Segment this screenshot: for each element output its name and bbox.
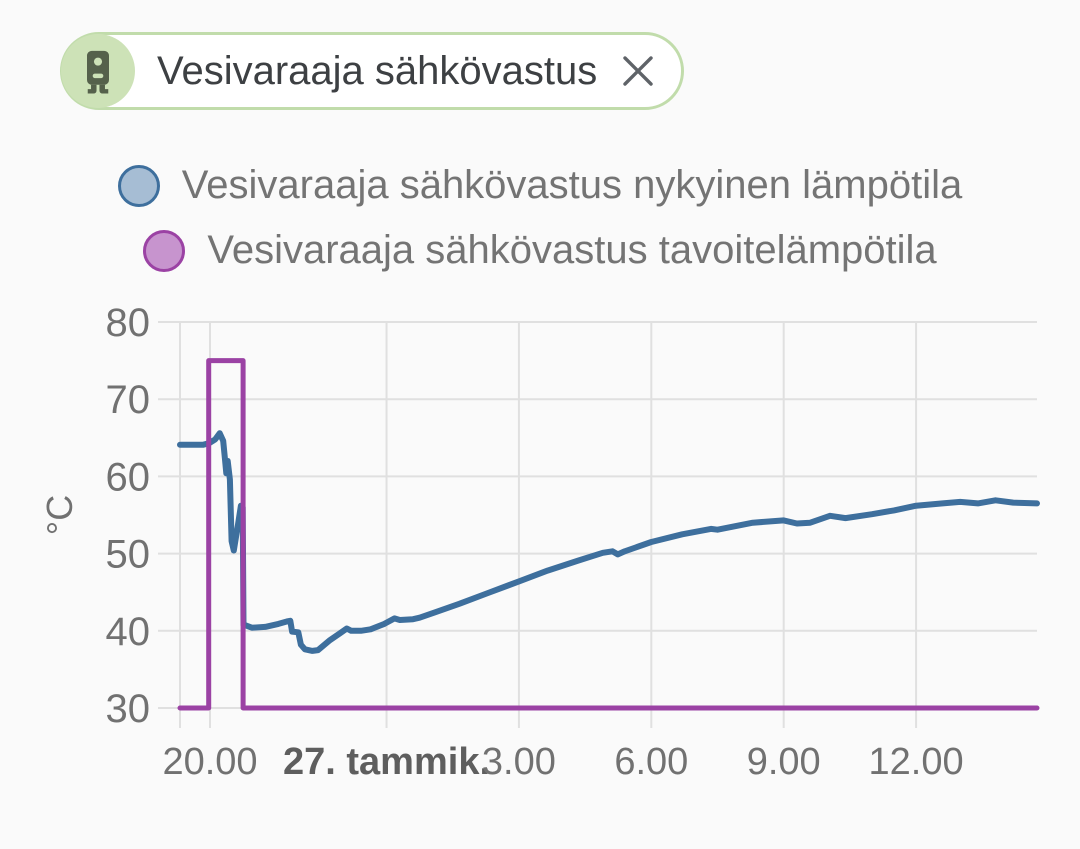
legend-label-current-temperature: Vesivaraaja sähkövastus nykyinen lämpöti… xyxy=(181,163,963,207)
entity-chip-label: Vesivaraaja sähkövastus xyxy=(157,48,598,93)
legend-item-target-temperature[interactable]: Vesivaraaja sähkövastus tavoitelämpötila xyxy=(143,228,937,273)
svg-text:6.00: 6.00 xyxy=(614,741,688,783)
svg-text:40: 40 xyxy=(106,610,151,654)
history-chart[interactable]: 80 70 60 50 40 30 20.00 27. tammik. 3.00 6.00 9.00… xyxy=(0,280,1080,849)
svg-text:70: 70 xyxy=(106,378,151,422)
legend-marker-current-temperature xyxy=(117,164,160,207)
svg-text:50: 50 xyxy=(106,533,151,577)
svg-text:°C: °C xyxy=(39,495,80,535)
svg-text:20.00: 20.00 xyxy=(162,741,257,783)
svg-text:3.00: 3.00 xyxy=(482,741,556,783)
legend-marker-target-temperature xyxy=(143,229,186,272)
chip-close-button[interactable] xyxy=(619,52,657,90)
legend-item-current-temperature[interactable]: Vesivaraaja sähkövastus nykyinen lämpöti… xyxy=(117,163,963,208)
svg-text:60: 60 xyxy=(106,455,151,499)
close-icon xyxy=(623,56,653,86)
water-heater-icon xyxy=(61,34,135,108)
chart-svg: 80 70 60 50 40 30 20.00 27. tammik.3.00 6.00 9.00… xyxy=(39,301,1040,783)
chart-legend: Vesivaraaja sähkövastus nykyinen lämpöti… xyxy=(0,163,1080,273)
legend-label-target-temperature: Vesivaraaja sähkövastus tavoitelämpötila xyxy=(207,228,937,272)
svg-text:80: 80 xyxy=(106,301,151,345)
entity-filter-chip[interactable]: Vesivaraaja sähkövastus xyxy=(60,32,685,110)
svg-text:9.00: 9.00 xyxy=(747,741,821,783)
svg-text:12.00: 12.00 xyxy=(869,741,964,783)
svg-text:27. tammik.: 27. tammik. xyxy=(283,741,490,783)
svg-text:30: 30 xyxy=(106,687,151,731)
